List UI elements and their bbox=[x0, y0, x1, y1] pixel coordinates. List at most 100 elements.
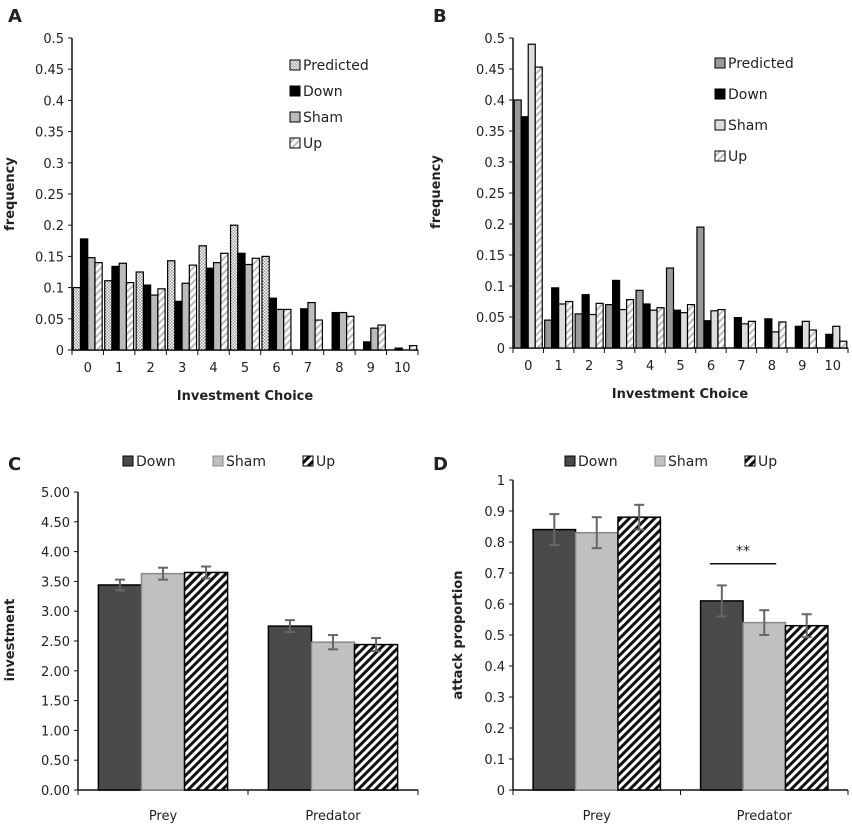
bar-up bbox=[595, 302, 604, 349]
legend-swatch-sham bbox=[654, 455, 666, 467]
y-tick-label: 0.3 bbox=[484, 156, 505, 171]
y-tick-label: 0.25 bbox=[35, 188, 64, 203]
bar-down bbox=[174, 300, 183, 351]
panel-letter: B bbox=[433, 6, 447, 27]
bar-sham bbox=[212, 262, 222, 351]
bar-sham bbox=[140, 572, 186, 791]
y-tick-label: 3.50 bbox=[41, 575, 70, 590]
bar-down bbox=[764, 318, 773, 349]
y-tick-label: 0.15 bbox=[476, 249, 505, 264]
legend-label-sham: Sham bbox=[728, 118, 768, 134]
bar-predicted bbox=[574, 313, 583, 349]
x-axis-title: Investment Choice bbox=[612, 387, 749, 402]
bar-sham bbox=[740, 323, 750, 349]
bar-up bbox=[617, 516, 662, 791]
y-tick-label: 1.00 bbox=[41, 724, 70, 739]
y-tick-label: 0.25 bbox=[476, 187, 505, 202]
x-tick-label: Prey bbox=[583, 809, 612, 824]
y-tick-label: 0.9 bbox=[484, 505, 505, 520]
x-tick-label: 7 bbox=[304, 361, 312, 376]
y-tick-label: 0.2 bbox=[43, 219, 64, 234]
bar-up bbox=[353, 643, 399, 791]
bar-down bbox=[97, 584, 143, 791]
bar-sham bbox=[618, 308, 628, 349]
legend-label-down: Down bbox=[728, 87, 768, 103]
legend-label-up: Up bbox=[303, 136, 322, 152]
bar-predicted bbox=[229, 224, 239, 351]
x-tick-label: 5 bbox=[241, 361, 249, 376]
panel-letter: D bbox=[433, 454, 448, 475]
bar-down bbox=[142, 284, 152, 351]
bar-up bbox=[125, 282, 135, 351]
bar-sham bbox=[558, 303, 567, 349]
legend-swatch-predicted bbox=[714, 57, 726, 69]
x-tick-label: 2 bbox=[146, 361, 154, 376]
x-tick-label: 4 bbox=[209, 361, 217, 376]
x-tick-label: 6 bbox=[272, 361, 280, 376]
bar-up bbox=[656, 307, 665, 349]
legend-swatch-predicted bbox=[289, 59, 301, 71]
bar-up bbox=[625, 299, 635, 349]
bar-sham bbox=[150, 294, 159, 351]
bar-up bbox=[408, 345, 418, 351]
panel-B: B 0 0.05 0.1 0.15 0.2 0.25 0.3 0.35 0.4 0.45 0.5 fre… bbox=[429, 6, 849, 402]
legend-swatch-down bbox=[714, 88, 726, 100]
y-axis-title: investment bbox=[3, 599, 18, 682]
bar-down bbox=[394, 347, 403, 351]
x-tick-label: 1 bbox=[555, 359, 563, 374]
y-tick-label: 0.4 bbox=[484, 94, 505, 109]
legend-label-sham: Sham bbox=[668, 454, 708, 470]
bar-predicted bbox=[513, 99, 522, 349]
bar-predicted bbox=[635, 289, 644, 349]
bar-predicted bbox=[604, 304, 614, 349]
bar-down bbox=[733, 317, 743, 349]
legend-swatch-sham bbox=[289, 111, 301, 123]
bar-sham bbox=[588, 313, 597, 349]
bar-down bbox=[237, 252, 246, 351]
x-tick-label: 7 bbox=[737, 359, 745, 374]
x-tick-label: 8 bbox=[335, 361, 343, 376]
bar-sham bbox=[801, 320, 810, 349]
x-tick-label: 4 bbox=[646, 359, 654, 374]
bar-up bbox=[157, 288, 166, 351]
y-tick-label: 0.5 bbox=[43, 32, 64, 47]
y-tick-label: 0 bbox=[497, 784, 505, 799]
bar-down bbox=[699, 600, 744, 791]
bar-sham bbox=[679, 312, 689, 349]
bar-up bbox=[839, 340, 848, 349]
x-tick-label: 10 bbox=[824, 359, 841, 374]
bar-predicted bbox=[167, 260, 176, 351]
y-tick-label: 0.7 bbox=[484, 567, 505, 582]
y-axis-title: frequency bbox=[3, 157, 18, 231]
panel-letter: A bbox=[8, 6, 22, 27]
x-tick-label: 10 bbox=[394, 361, 411, 376]
legend-label-up: Up bbox=[316, 454, 335, 470]
bar-sham bbox=[307, 301, 316, 351]
bar-down bbox=[331, 311, 340, 351]
y-tick-label: 0.00 bbox=[41, 784, 70, 799]
bar-predicted bbox=[198, 245, 207, 351]
bar-up bbox=[314, 319, 323, 351]
bar-up bbox=[778, 321, 787, 349]
bar-down bbox=[532, 528, 577, 791]
legend-swatch-up bbox=[714, 150, 726, 162]
bar-predicted bbox=[135, 271, 145, 351]
y-axis-title: frequency bbox=[429, 155, 444, 229]
bar-predicted bbox=[696, 226, 705, 349]
x-tick-label: 9 bbox=[367, 361, 375, 376]
bar-predicted bbox=[665, 267, 675, 349]
legend-label-predicted: Predicted bbox=[303, 58, 369, 74]
y-tick-label: 0.8 bbox=[484, 536, 505, 551]
y-tick-label: 2.50 bbox=[41, 635, 70, 650]
bar-sham bbox=[710, 310, 719, 349]
y-tick-label: 0.50 bbox=[41, 754, 70, 769]
y-tick-label: 0.15 bbox=[35, 250, 64, 265]
x-tick-label: Predator bbox=[737, 809, 793, 824]
y-axis-title: attack proportion bbox=[451, 570, 466, 699]
y-tick-label: 0.2 bbox=[484, 722, 505, 737]
legend-label-up: Up bbox=[728, 149, 747, 165]
bar-down bbox=[794, 325, 803, 349]
panel-A: A 0 0.05 0.1 0.15 0.2 0.25 0.3 0.35 0.4 0.45 0.5 fre… bbox=[3, 6, 419, 404]
x-tick-label: Prey bbox=[149, 809, 178, 824]
